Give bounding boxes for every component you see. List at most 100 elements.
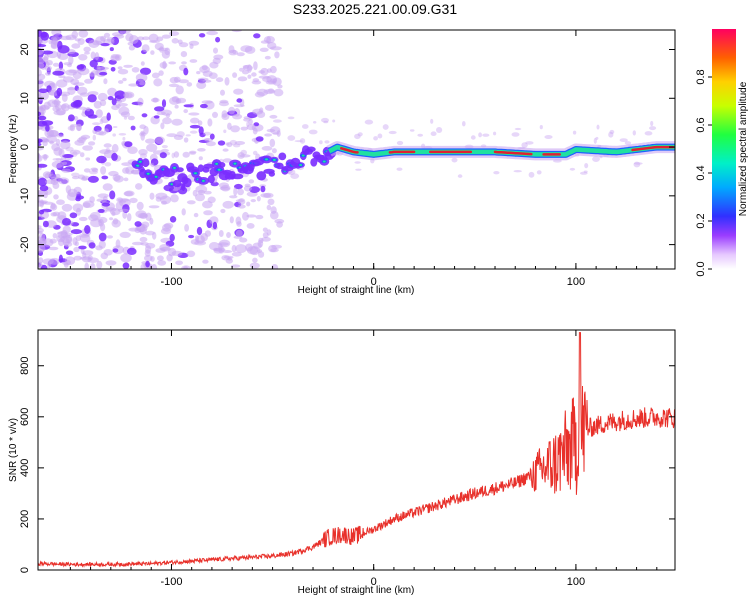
noise-blob (159, 61, 168, 69)
noise-blob (178, 42, 189, 48)
noise-blob (123, 177, 129, 182)
noise-blob (513, 170, 522, 173)
noise-blob (73, 116, 79, 121)
noise-blob (74, 139, 85, 146)
noise-blob (61, 168, 72, 173)
noise-blob (237, 204, 246, 209)
noise-blob (56, 87, 63, 97)
noise-blob (203, 131, 212, 136)
ridge-blob (268, 171, 275, 177)
noise-blob (99, 149, 111, 155)
noise-blob (139, 236, 148, 243)
noise-blob (235, 229, 243, 237)
noise-blob (52, 62, 60, 67)
noise-blob (130, 125, 136, 131)
noise-blob (112, 126, 118, 128)
noise-blob (230, 125, 241, 133)
noise-blob (243, 185, 252, 192)
noise-blob (76, 86, 88, 95)
noise-blob (189, 124, 201, 129)
noise-blob (62, 218, 71, 226)
noise-blob (224, 77, 230, 86)
noise-blob (193, 212, 199, 218)
noise-blob (150, 158, 159, 166)
noise-blob (38, 147, 44, 151)
noise-blob (160, 122, 165, 130)
colorbar-tick-label: 0.4 (695, 165, 707, 180)
noise-blob (183, 137, 189, 143)
noise-blob (142, 36, 150, 41)
noise-blob (103, 249, 113, 256)
noise-blob (94, 52, 100, 61)
noise-blob (60, 104, 67, 109)
noise-blob (50, 169, 55, 177)
noise-blob (525, 141, 534, 145)
noise-blob (228, 49, 238, 56)
noise-blob (56, 199, 65, 205)
noise-blob (78, 136, 88, 141)
noise-blob (521, 142, 528, 149)
noise-blob (84, 78, 93, 84)
noise-blob (115, 239, 121, 249)
snr-frame (37, 329, 676, 571)
noise-blob (138, 149, 148, 156)
noise-blob (619, 138, 628, 143)
ridge-core (493, 150, 533, 156)
noise-blob (196, 226, 203, 236)
noise-blob (169, 216, 177, 223)
noise-blob (189, 151, 197, 155)
noise-blob (65, 250, 74, 256)
noise-blob (50, 176, 60, 180)
colorbar: 0.0 0.2 0.4 0.6 0.8 Normalized spectral ampl… (695, 29, 749, 277)
ridge-blob (215, 162, 219, 165)
noise-blob (58, 132, 64, 137)
snr-panel: -100 0 100 0 200 400 600 800 Height of straight… (8, 329, 676, 596)
noise-blob (189, 43, 194, 49)
noise-blob (265, 80, 277, 85)
noise-blob (87, 94, 97, 103)
noise-blob (188, 150, 197, 154)
noise-blob (50, 40, 58, 49)
noise-blob (246, 124, 256, 131)
noise-blob (302, 124, 309, 129)
noise-blob (186, 82, 193, 87)
noise-blob (236, 221, 242, 227)
noise-blob (107, 87, 117, 97)
noise-blob (197, 120, 203, 126)
y-tick-label: -10 (19, 188, 31, 204)
noise-blob (215, 77, 224, 83)
noise-blob (207, 118, 213, 127)
noise-blob (118, 80, 124, 84)
noise-blob (229, 195, 238, 199)
noise-blob (79, 234, 91, 243)
noise-blob (237, 188, 244, 196)
noise-blob (209, 133, 215, 140)
y-tick-label: 200 (19, 510, 31, 528)
noise-blob (69, 149, 81, 155)
noise-blob (38, 73, 46, 81)
noise-blob (79, 216, 88, 222)
snr-xlabel: Height of straight line (km) (298, 585, 415, 596)
noise-blob (141, 44, 150, 53)
snr-series-line (38, 332, 675, 568)
noise-blob (396, 140, 404, 146)
noise-blob (205, 141, 216, 147)
noise-blob (242, 65, 250, 69)
noise-blob (95, 130, 105, 136)
noise-blob (130, 169, 141, 174)
noise-blob (226, 232, 231, 238)
noise-blob (112, 133, 116, 137)
noise-blob (111, 104, 120, 111)
noise-blob (633, 161, 641, 168)
noise-blob (321, 117, 329, 123)
noise-blob (319, 140, 323, 145)
noise-blob (40, 264, 48, 269)
noise-blob (38, 36, 42, 44)
noise-blob (457, 174, 463, 178)
noise-blob (114, 90, 126, 100)
noise-blob (48, 89, 60, 96)
y-tick-label: 800 (19, 357, 31, 375)
noise-blob (149, 217, 154, 225)
noise-blob (417, 133, 424, 137)
noise-blob (148, 205, 160, 209)
